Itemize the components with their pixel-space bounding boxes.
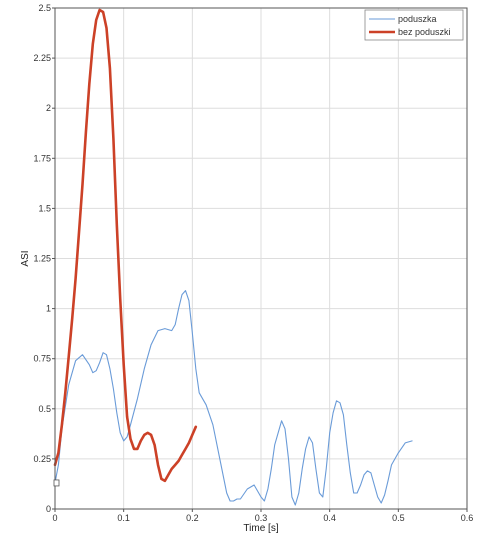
legend-box [364, 9, 464, 41]
series-line-bez-poduszki [53, 8, 198, 483]
x-tick-label: 0.3 [255, 513, 268, 523]
legend-label-poduszka: poduszka [398, 14, 437, 24]
y-tick-label: 0.25 [33, 454, 51, 464]
y-tick-label: 2.25 [33, 53, 51, 63]
y-tick-label: 2.5 [38, 3, 51, 13]
y-tick-label: 1.25 [33, 254, 51, 264]
x-tick-label: 0.6 [461, 513, 474, 523]
y-tick-label: 1.75 [33, 153, 51, 163]
y-tick-label: 1.5 [38, 203, 51, 213]
x-tick-label: 0 [52, 513, 57, 523]
x-tick-label: 0.1 [117, 513, 130, 523]
legend: poduszka bez poduszki [364, 9, 464, 41]
x-tick-label: 0.5 [392, 513, 405, 523]
series-lines [53, 8, 413, 506]
grid [55, 8, 467, 509]
x-tick-label: 0.4 [323, 513, 336, 523]
y-axis-title: ASI [20, 250, 31, 266]
legend-label-bez-poduszki: bez poduszki [398, 27, 451, 37]
x-axis-title: Time [s] [243, 523, 278, 533]
y-tick-label: 0.75 [33, 354, 51, 364]
series-line-poduszka [54, 290, 413, 506]
origin-marker [53, 479, 60, 487]
y-tick-label: 1 [46, 304, 51, 314]
axis-ticks: 0 0.1 0.2 0.3 0.4 0.5 0.6 0 0.25 0.5 0.75 1 1.25 1.5 1… [33, 3, 473, 523]
y-tick-label: 2 [46, 103, 51, 113]
x-tick-label: 0.2 [186, 513, 199, 523]
y-tick-label: 0.5 [38, 404, 51, 414]
y-tick-label: 0 [46, 504, 51, 514]
